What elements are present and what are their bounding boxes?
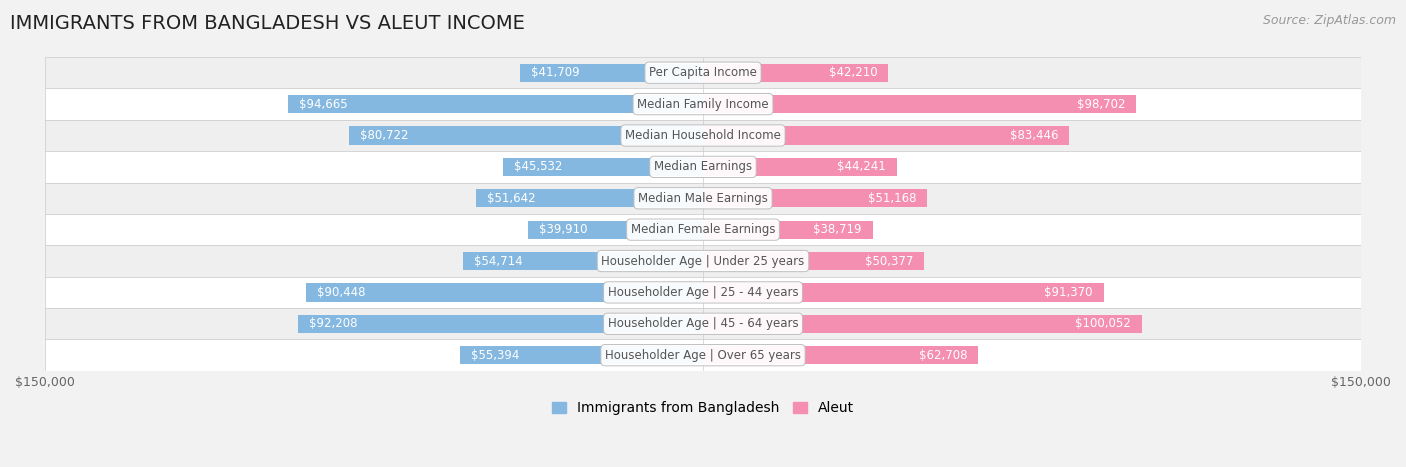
- Text: $51,642: $51,642: [488, 192, 536, 205]
- FancyBboxPatch shape: [45, 57, 1361, 88]
- Text: $54,714: $54,714: [474, 255, 523, 268]
- Text: $41,709: $41,709: [531, 66, 579, 79]
- Bar: [527, 220, 703, 239]
- Bar: [703, 95, 1136, 113]
- FancyBboxPatch shape: [45, 245, 1361, 277]
- Text: Median Earnings: Median Earnings: [654, 160, 752, 173]
- Text: $91,370: $91,370: [1045, 286, 1092, 299]
- Bar: [307, 283, 703, 302]
- Bar: [463, 252, 703, 270]
- Text: $62,708: $62,708: [918, 349, 967, 361]
- Text: Householder Age | Over 65 years: Householder Age | Over 65 years: [605, 349, 801, 361]
- Legend: Immigrants from Bangladesh, Aleut: Immigrants from Bangladesh, Aleut: [547, 395, 859, 420]
- Text: Per Capita Income: Per Capita Income: [650, 66, 756, 79]
- Bar: [703, 252, 924, 270]
- Bar: [703, 315, 1142, 333]
- FancyBboxPatch shape: [45, 183, 1361, 214]
- Text: Householder Age | Under 25 years: Householder Age | Under 25 years: [602, 255, 804, 268]
- Bar: [703, 189, 928, 207]
- FancyBboxPatch shape: [45, 151, 1361, 183]
- Bar: [460, 346, 703, 364]
- Bar: [298, 315, 703, 333]
- Text: $98,702: $98,702: [1077, 98, 1125, 111]
- Text: Median Family Income: Median Family Income: [637, 98, 769, 111]
- Text: Median Male Earnings: Median Male Earnings: [638, 192, 768, 205]
- Text: $92,208: $92,208: [309, 317, 359, 330]
- Bar: [503, 158, 703, 176]
- FancyBboxPatch shape: [45, 88, 1361, 120]
- FancyBboxPatch shape: [45, 214, 1361, 245]
- Bar: [703, 220, 873, 239]
- Text: $44,241: $44,241: [838, 160, 886, 173]
- Bar: [477, 189, 703, 207]
- Text: Householder Age | 45 - 64 years: Householder Age | 45 - 64 years: [607, 317, 799, 330]
- FancyBboxPatch shape: [45, 277, 1361, 308]
- Text: $45,532: $45,532: [515, 160, 562, 173]
- Text: $83,446: $83,446: [1010, 129, 1059, 142]
- Bar: [520, 64, 703, 82]
- Bar: [288, 95, 703, 113]
- Text: $80,722: $80,722: [360, 129, 408, 142]
- Bar: [703, 346, 979, 364]
- Text: Median Female Earnings: Median Female Earnings: [631, 223, 775, 236]
- FancyBboxPatch shape: [45, 340, 1361, 371]
- Text: $50,377: $50,377: [865, 255, 912, 268]
- Text: $38,719: $38,719: [814, 223, 862, 236]
- Text: Householder Age | 25 - 44 years: Householder Age | 25 - 44 years: [607, 286, 799, 299]
- Text: $100,052: $100,052: [1076, 317, 1130, 330]
- Bar: [703, 283, 1104, 302]
- Text: Median Household Income: Median Household Income: [626, 129, 780, 142]
- Text: $39,910: $39,910: [538, 223, 588, 236]
- FancyBboxPatch shape: [45, 308, 1361, 340]
- Text: Source: ZipAtlas.com: Source: ZipAtlas.com: [1263, 14, 1396, 27]
- Text: $42,210: $42,210: [828, 66, 877, 79]
- Text: $55,394: $55,394: [471, 349, 519, 361]
- Bar: [703, 64, 889, 82]
- Bar: [349, 127, 703, 145]
- FancyBboxPatch shape: [45, 120, 1361, 151]
- Bar: [703, 127, 1069, 145]
- Text: $51,168: $51,168: [868, 192, 917, 205]
- Text: $94,665: $94,665: [298, 98, 347, 111]
- Text: IMMIGRANTS FROM BANGLADESH VS ALEUT INCOME: IMMIGRANTS FROM BANGLADESH VS ALEUT INCO…: [10, 14, 524, 33]
- Bar: [703, 158, 897, 176]
- Text: $90,448: $90,448: [318, 286, 366, 299]
